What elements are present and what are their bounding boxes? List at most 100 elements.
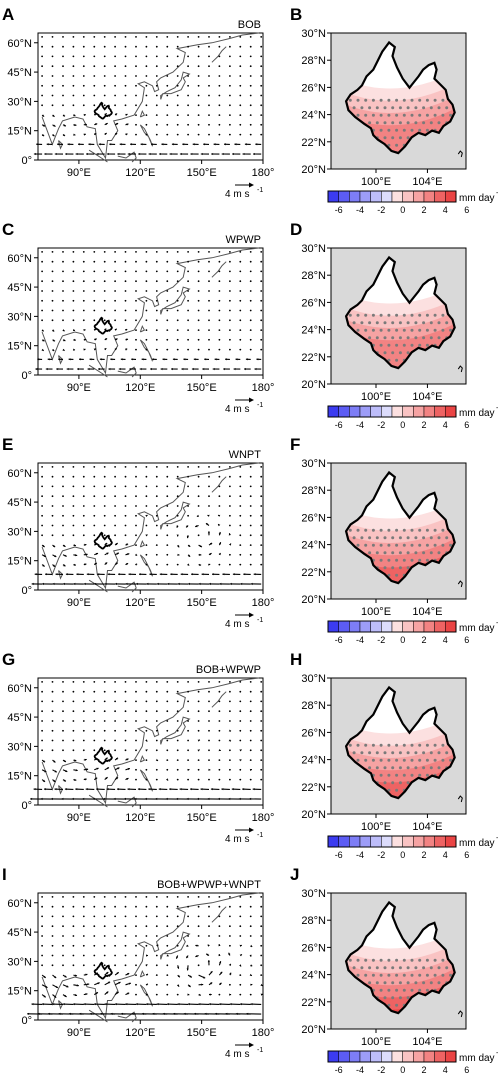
wind-point	[155, 84, 158, 87]
wind-point	[197, 309, 200, 312]
wind-arrowhead	[106, 552, 109, 555]
panel-letter-left: I	[2, 865, 7, 884]
wind-point	[208, 681, 210, 683]
wind-point	[135, 944, 137, 947]
wind-point	[197, 700, 200, 703]
wind-point	[51, 915, 54, 918]
stipple-dot	[364, 973, 368, 977]
wind-point	[187, 485, 190, 488]
wind-arrowhead	[42, 339, 45, 342]
wind-point	[93, 65, 96, 68]
colorbar-frame	[327, 835, 457, 848]
wind-point	[260, 505, 263, 507]
wind-point	[135, 993, 137, 996]
wind-point	[51, 524, 54, 527]
wind-point	[145, 84, 148, 87]
wind-point	[135, 739, 137, 742]
wind-point	[82, 475, 85, 478]
wind-point	[218, 338, 221, 341]
wind-point	[187, 739, 190, 742]
wind-point	[166, 299, 169, 302]
wind-arrowhead	[115, 543, 118, 546]
wind-point	[229, 514, 231, 517]
wind-point	[93, 935, 96, 937]
stipple-dot	[437, 981, 441, 985]
wind-arrowhead	[128, 573, 131, 576]
stipple-dot	[441, 758, 445, 762]
wind-point	[93, 710, 96, 713]
wind-point	[135, 720, 137, 722]
stipple-dot	[410, 528, 414, 532]
wind-arrowhead	[156, 1003, 159, 1006]
y-tick-label: 0°	[21, 1015, 32, 1027]
wind-arrowhead	[45, 367, 48, 371]
wind-point	[218, 681, 221, 683]
wind-arrowhead	[99, 358, 102, 361]
reference-vector-head	[249, 612, 254, 618]
stipple-dot	[445, 536, 449, 540]
stipple-dot	[433, 528, 437, 532]
wind-point	[72, 505, 75, 507]
wind-point	[114, 309, 116, 312]
wind-arrowhead	[190, 152, 193, 156]
wind-point	[239, 768, 242, 771]
wind-arrowhead	[150, 367, 152, 371]
wind-point	[208, 729, 210, 732]
wind-point	[114, 700, 116, 703]
wind-point	[114, 55, 116, 58]
stipple-dot	[368, 106, 372, 110]
wind-point	[239, 524, 242, 527]
wind-point	[218, 299, 221, 302]
wind-arrowhead	[199, 563, 202, 566]
wind-arrowhead	[127, 992, 130, 995]
stipple-dot	[364, 98, 368, 102]
wind-point	[103, 710, 106, 713]
wind-point	[239, 133, 242, 136]
colorbar-cell	[349, 1050, 361, 1063]
wind-point	[229, 983, 231, 986]
y-tick-label: 60°N	[7, 898, 32, 910]
stipple-dot	[398, 121, 402, 125]
wind-point	[72, 954, 75, 957]
wind-arrowhead	[54, 770, 57, 773]
stipple-dot	[371, 328, 375, 332]
stipple-dot	[410, 343, 414, 347]
stipple-dot	[348, 958, 352, 962]
y-tick-label: 30°N	[301, 673, 326, 685]
wind-point	[187, 45, 190, 48]
wind-point	[103, 534, 106, 537]
wind-point	[145, 36, 148, 38]
stipple-dot	[410, 773, 414, 777]
wind-point	[249, 935, 252, 937]
wind-point	[239, 534, 242, 537]
wind-arrowhead	[64, 975, 67, 978]
wind-map-frame	[37, 247, 264, 376]
stipple-dot	[356, 113, 360, 117]
wind-point	[197, 133, 200, 136]
stipple-dot	[406, 996, 410, 1000]
wind-point	[260, 84, 263, 87]
wind-arrowhead	[186, 944, 189, 947]
wind-point	[155, 123, 158, 126]
wind-arrowhead	[125, 133, 128, 136]
wind-arrowhead	[161, 143, 164, 146]
wind-arrowhead	[41, 1003, 44, 1006]
wind-arrowhead	[55, 985, 58, 988]
wind-arrowhead	[115, 562, 118, 565]
wind-arrowhead	[44, 788, 46, 791]
wind-point	[229, 935, 231, 937]
stipple-dot	[383, 751, 387, 755]
wind-arrowhead	[218, 542, 221, 545]
wind-point	[103, 309, 106, 312]
stipple-dot	[375, 121, 379, 125]
x-tick-label: 90°E	[67, 167, 91, 179]
wind-arrowhead	[65, 769, 68, 772]
colorbar-tick-label: -4	[356, 1065, 364, 1075]
wind-point	[103, 75, 106, 77]
panel-letter-left: C	[2, 220, 14, 239]
y-tick-label: 15°N	[7, 126, 32, 138]
wind-point	[176, 123, 179, 126]
borneo-coastline	[117, 151, 137, 163]
stipple-dot	[418, 558, 422, 562]
